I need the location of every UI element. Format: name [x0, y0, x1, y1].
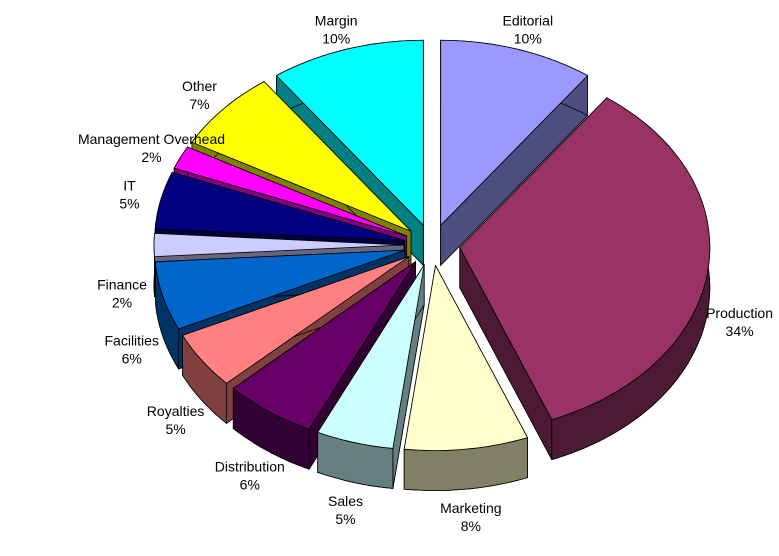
slice [403, 264, 529, 492]
data-label-name: Marketing [440, 500, 501, 516]
data-label-name: Royalties [147, 403, 205, 419]
data-label-value: 10% [322, 31, 350, 47]
data-label-name: Other [182, 78, 217, 94]
slice-top [317, 264, 425, 449]
slice-top [153, 232, 405, 258]
data-label-value: 5% [335, 511, 355, 527]
slice-top [232, 261, 416, 430]
data-label-name: Facilities [105, 333, 159, 349]
data-label-value: 10% [514, 31, 542, 47]
slice-top [275, 39, 424, 227]
data-label-value: 6% [240, 477, 260, 493]
data-label-name: Editorial [502, 13, 553, 29]
data-label-value: 7% [189, 96, 209, 112]
data-label-value: 5% [165, 421, 185, 437]
slice [459, 96, 711, 461]
data-label-value: 8% [461, 518, 481, 534]
data-label-name: Sales [328, 493, 363, 509]
slice [440, 39, 589, 267]
data-label-name: Finance [97, 277, 147, 293]
data-label-value: 2% [112, 295, 132, 311]
slice-top [181, 256, 410, 384]
slice-top [173, 146, 407, 237]
data-label-value: 34% [726, 323, 754, 339]
data-label-name: Distribution [215, 459, 285, 475]
data-label-name: Management Overhead [78, 131, 225, 147]
data-label-name: IT [123, 178, 136, 194]
slice-top [154, 171, 405, 241]
data-label-name: Margin [315, 13, 358, 29]
slice-top [154, 249, 406, 330]
slice-top [191, 81, 412, 232]
slice-top [403, 264, 529, 452]
data-label-value: 5% [119, 196, 139, 212]
slice-top [459, 97, 711, 421]
data-label-name: Production [706, 305, 773, 321]
slice-top [440, 39, 589, 227]
slice [317, 263, 425, 489]
data-label-value: 2% [141, 149, 161, 165]
data-label-value: 6% [122, 351, 142, 367]
